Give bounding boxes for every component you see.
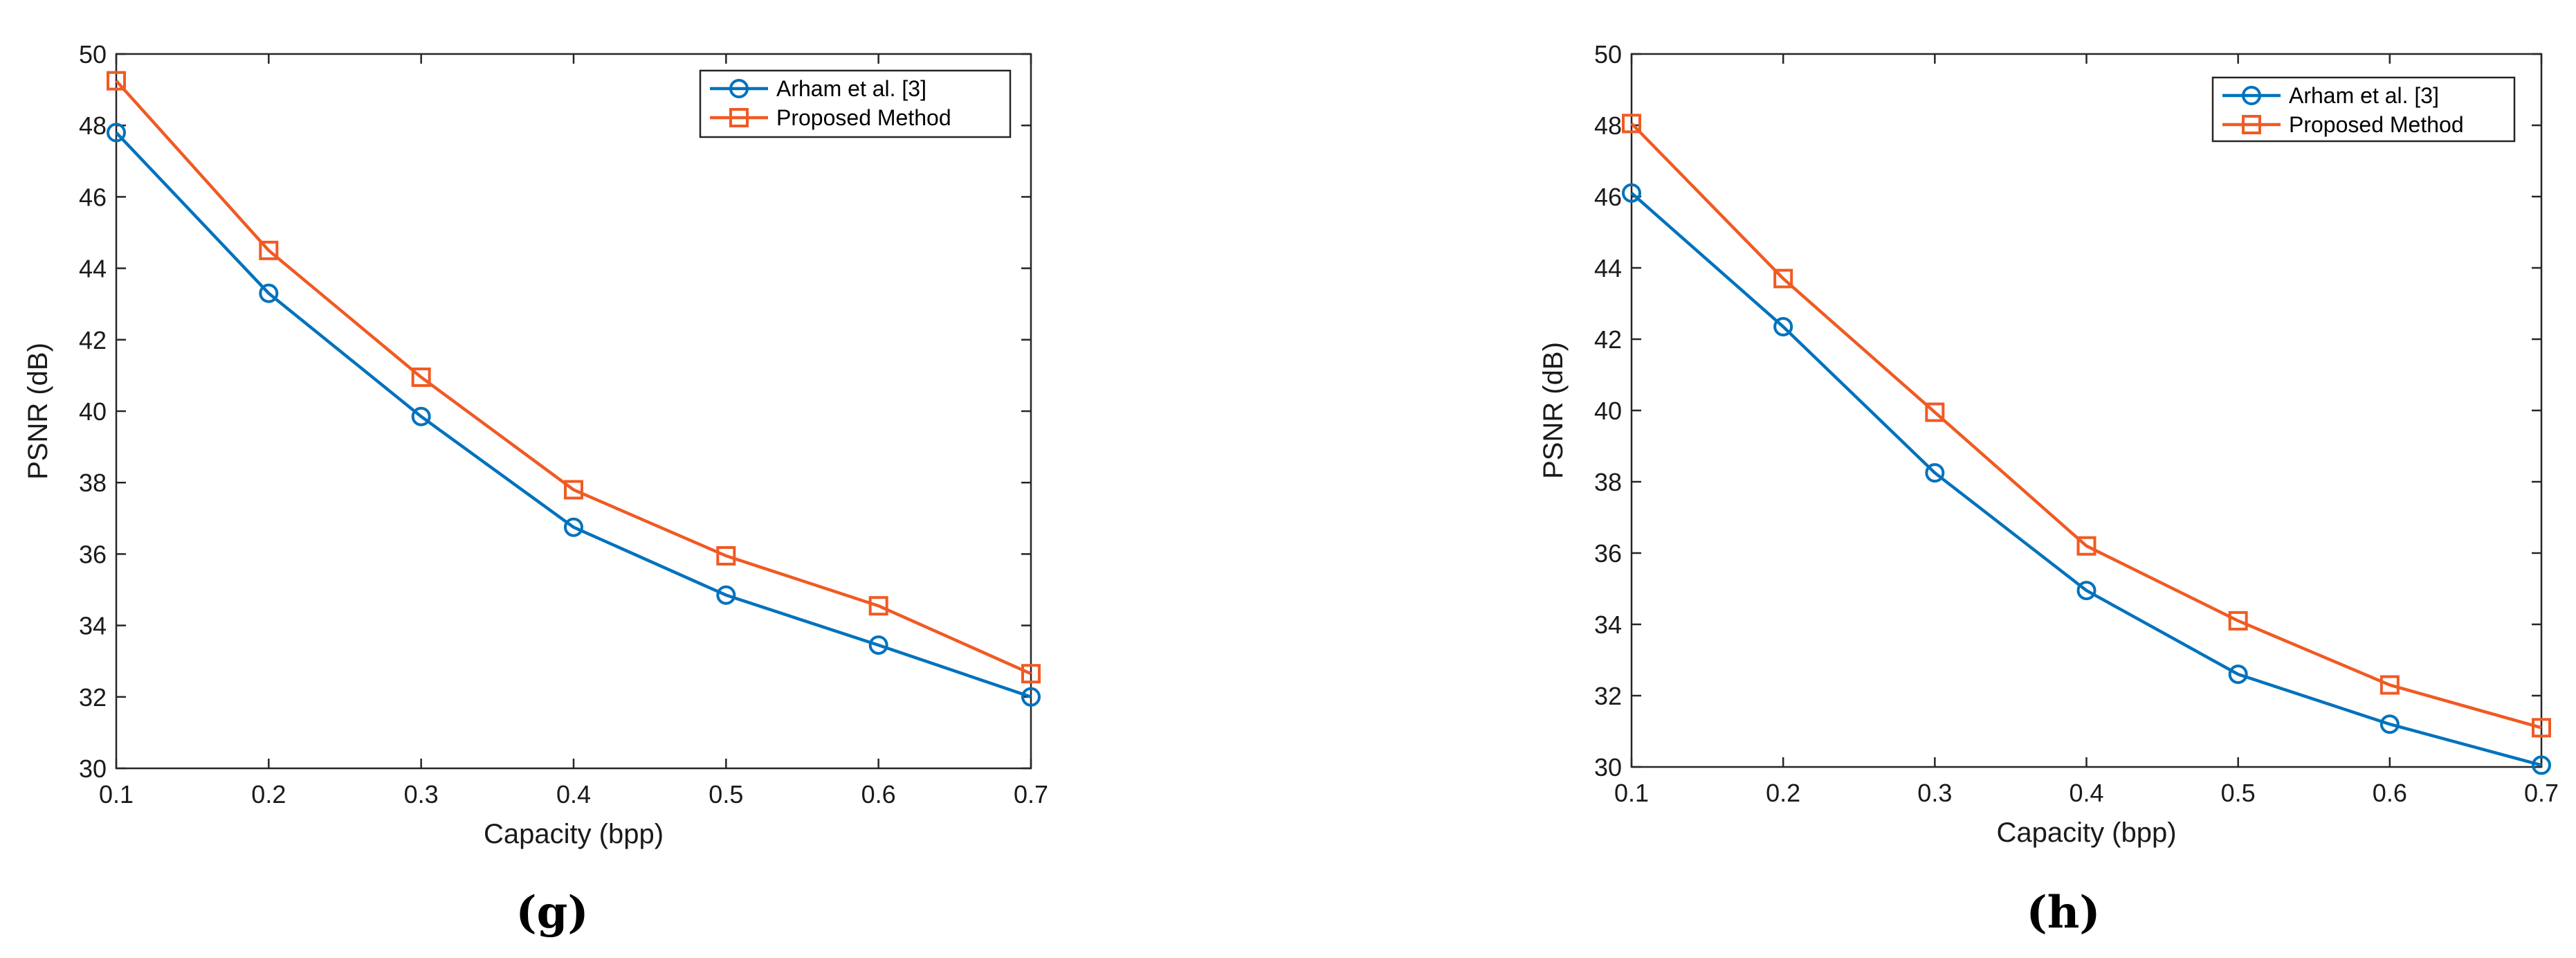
plot-area — [115, 53, 1032, 770]
y-tick-label: 30 — [79, 754, 107, 783]
y-tick-label: 42 — [1594, 325, 1622, 354]
data-point-proposed — [2076, 536, 2097, 556]
data-point-arham — [2076, 581, 2097, 601]
data-point-arham — [1622, 183, 1641, 203]
data-point-proposed — [1622, 114, 1641, 134]
x-tick-label: 0.1 — [1614, 779, 1649, 807]
data-point-proposed — [2379, 675, 2400, 695]
x-tick-label: 0.5 — [2221, 779, 2256, 807]
legend-box — [699, 69, 1012, 138]
y-tick-label: 40 — [1594, 397, 1622, 425]
data-point-arham — [107, 123, 126, 143]
data-point-proposed — [2532, 718, 2551, 738]
data-point-proposed — [868, 596, 888, 616]
x-tick-label: 0.4 — [556, 780, 591, 808]
x-tick-label: 0.1 — [99, 780, 134, 808]
data-point-arham — [2532, 755, 2551, 775]
legend: Arham et al. [3] Proposed Method — [699, 69, 1012, 138]
legend-marker-circle — [729, 79, 749, 98]
data-point-arham — [411, 406, 431, 426]
y-tick-label: 30 — [1594, 753, 1622, 781]
data-point-proposed — [564, 480, 583, 500]
x-axis-label: Capacity (bpp) — [1996, 817, 2176, 848]
x-tick-label: 0.2 — [251, 780, 286, 808]
y-tick-label: 34 — [79, 612, 107, 640]
y-tick-label: 44 — [79, 255, 107, 283]
data-point-arham — [716, 585, 736, 605]
y-tick-label: 42 — [79, 326, 107, 354]
legend-marker-square — [2242, 115, 2261, 134]
data-point-arham — [1773, 316, 1793, 336]
chart-panel-g: 30 32 34 36 38 40 42 44 46 48 50 0.1 0.2 0.3 0.4 0.5 0.6… — [23, 40, 1048, 939]
legend-label: Arham et al. [3] — [2289, 83, 2439, 108]
y-tick-label: 36 — [79, 540, 107, 568]
x-tick-label: 0.7 — [2524, 779, 2559, 807]
data-point-proposed — [1021, 664, 1041, 684]
data-point-arham — [1021, 687, 1041, 707]
x-tick-label: 0.5 — [709, 780, 743, 808]
y-tick-label: 50 — [1594, 40, 1622, 69]
y-tick-label: 38 — [79, 469, 107, 497]
y-tick-label: 38 — [1594, 468, 1622, 496]
y-tick-label: 50 — [79, 40, 107, 69]
data-point-proposed — [2228, 611, 2248, 631]
y-axis-label: PSNR (dB) — [23, 343, 53, 480]
y-tick-label: 36 — [1594, 539, 1622, 568]
chart-panel-h: 30 32 34 36 38 40 42 44 46 48 50 0.1 0.2 0.3 0.4 0.5 0.6… — [1538, 40, 2559, 939]
legend-label: Arham et al. [3] — [776, 76, 926, 101]
data-point-proposed — [107, 71, 126, 91]
figure-caption: (h) — [2026, 887, 2100, 939]
x-tick-label: 0.7 — [1014, 780, 1048, 808]
legend-label: Proposed Method — [2289, 112, 2464, 137]
series-line-proposed — [115, 80, 1032, 676]
series-line-arham — [115, 131, 1032, 698]
x-tick-label: 0.6 — [2373, 779, 2407, 807]
data-point-arham — [564, 517, 583, 537]
legend-label: Proposed Method — [776, 105, 951, 130]
x-axis-label: Capacity (bpp) — [484, 819, 664, 849]
figure-caption: (g) — [515, 887, 588, 939]
x-tick-label: 0.6 — [861, 780, 896, 808]
legend-marker-square — [729, 108, 749, 127]
y-tick-label: 34 — [1594, 611, 1622, 639]
x-tick-label: 0.4 — [2069, 779, 2103, 807]
y-tick-label: 48 — [79, 111, 107, 140]
y-tick-label: 32 — [79, 683, 107, 712]
y-tick-label: 48 — [1594, 111, 1622, 140]
legend-marker-circle — [2242, 86, 2261, 105]
data-point-proposed — [1925, 402, 1945, 422]
y-tick-label: 32 — [1594, 682, 1622, 710]
y-tick-label: 46 — [79, 183, 107, 211]
data-point-proposed — [1773, 269, 1793, 289]
y-tick-label: 44 — [1594, 254, 1622, 282]
data-point-arham — [1925, 463, 1945, 483]
plot-area — [1630, 53, 2543, 768]
series-line-arham — [1630, 192, 2542, 767]
data-point-arham — [2379, 714, 2400, 734]
x-tick-label: 0.3 — [1917, 779, 1952, 807]
y-tick-label: 46 — [1594, 183, 1622, 211]
data-point-arham — [259, 283, 279, 303]
x-tick-label: 0.2 — [1766, 779, 1800, 807]
data-point-proposed — [259, 240, 279, 260]
y-tick-label: 40 — [79, 397, 107, 426]
data-point-proposed — [411, 367, 431, 387]
data-point-proposed — [716, 545, 736, 566]
legend: Arham et al. [3] Proposed Method — [2211, 76, 2516, 143]
data-point-arham — [868, 635, 888, 655]
x-tick-label: 0.3 — [404, 780, 439, 808]
legend-box — [2211, 76, 2516, 143]
y-axis-label: PSNR (dB) — [1538, 342, 1569, 479]
series-line-proposed — [1630, 122, 2542, 730]
data-point-arham — [2228, 665, 2248, 685]
